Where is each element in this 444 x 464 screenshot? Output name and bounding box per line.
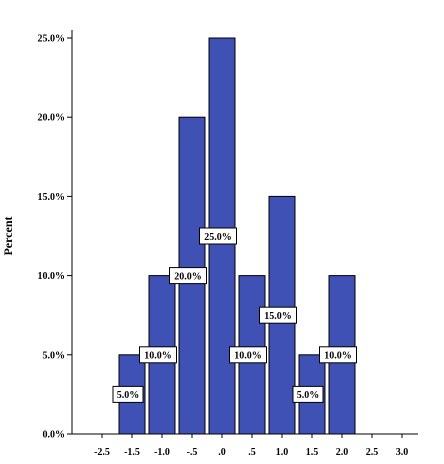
data-label: 25.0% bbox=[204, 232, 232, 243]
x-tick-label: 2.0 bbox=[336, 447, 349, 458]
x-tick-label: 3.0 bbox=[396, 447, 409, 458]
data-label-box bbox=[169, 267, 207, 285]
data-label-box bbox=[292, 385, 324, 403]
data-label-box bbox=[139, 346, 177, 364]
x-tick-label: 1.5 bbox=[306, 447, 319, 458]
data-label: 20.0% bbox=[174, 271, 202, 282]
y-tick-label: 25.0% bbox=[38, 34, 66, 45]
data-label-box bbox=[199, 227, 237, 245]
x-tick-label: .0 bbox=[218, 447, 226, 458]
data-label: 10.0% bbox=[234, 351, 262, 362]
x-tick-label: -.5 bbox=[187, 447, 198, 458]
y-tick-label: 10.0% bbox=[38, 271, 66, 282]
x-tick-label: -2.5 bbox=[94, 447, 110, 458]
x-axis: -2.5 -1.5 -1.0 -.5 .0 .5 1.0 1.5 2.0 2.5 3.0 bbox=[72, 433, 418, 458]
x-tick-label: 2.5 bbox=[366, 447, 379, 458]
data-label: 15.0% bbox=[264, 311, 292, 322]
y-tick-label: 20.0% bbox=[38, 113, 66, 124]
data-label-box bbox=[259, 306, 297, 324]
y-axis-title: Percent bbox=[1, 216, 15, 255]
data-label: 5.0% bbox=[117, 390, 140, 401]
y-axis: 0.0% 5.0% 10.0% 15.0% 20.0% 25.0% bbox=[38, 30, 73, 441]
x-tick-label: .5 bbox=[248, 447, 256, 458]
data-label-box bbox=[112, 385, 144, 403]
x-tick-label: -1.0 bbox=[154, 447, 170, 458]
data-label: 10.0% bbox=[324, 351, 352, 362]
data-label: 5.0% bbox=[297, 390, 320, 401]
y-tick-label: 15.0% bbox=[38, 192, 66, 203]
y-tick-label: 0.0% bbox=[43, 430, 66, 441]
data-label-box bbox=[229, 346, 267, 364]
data-labels: 5.0% 10.0% 20.0% 25.0% 10.0% 15.0% 5.0% 10.0% bbox=[112, 227, 357, 403]
data-label-box bbox=[319, 346, 357, 364]
data-label: 10.0% bbox=[144, 351, 172, 362]
x-tick-label: 1.0 bbox=[276, 447, 289, 458]
x-tick-label: -1.5 bbox=[124, 447, 140, 458]
y-tick-label: 5.0% bbox=[43, 350, 66, 361]
